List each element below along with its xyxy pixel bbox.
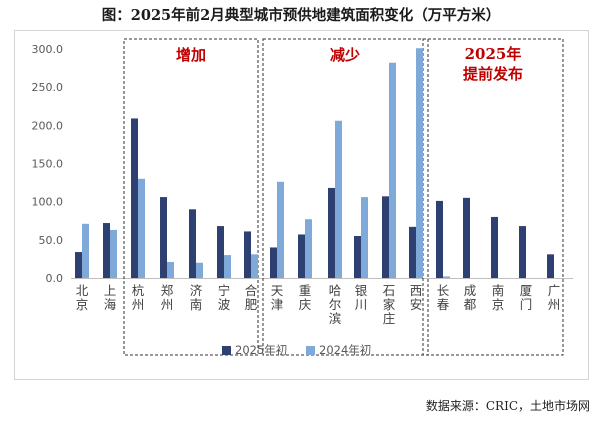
- bar-2024-10: [361, 197, 368, 278]
- bar-2024-8: [305, 219, 312, 278]
- group-box-1: [123, 38, 259, 356]
- x-tick-label: 成都: [464, 283, 477, 312]
- group-label-early-line1: 2025年: [465, 45, 522, 63]
- bar-2025-6: [244, 231, 251, 278]
- page-title: 图：2025年前2月典型城市预供地建筑面积变化（万平方米）: [101, 7, 501, 24]
- bar-2025-10: [354, 236, 361, 278]
- bar-2025-17: [547, 254, 554, 278]
- bar-2025-4: [189, 209, 196, 278]
- bar-2024-1: [110, 229, 117, 278]
- x-tick-label: 长春: [437, 283, 450, 312]
- y-tick-label: 200.0: [32, 119, 64, 132]
- x-tick-label: 南京: [492, 283, 505, 312]
- x-tick-label: 宁波: [218, 283, 231, 312]
- bar-2025-1: [103, 223, 110, 278]
- bar-2025-2: [131, 118, 138, 278]
- y-tick-label: 300.0: [32, 43, 64, 56]
- bar-2024-7: [277, 181, 284, 278]
- bar-2025-3: [160, 197, 167, 278]
- x-tick-label: 银川: [355, 283, 368, 312]
- legend-swatch-2025: [222, 346, 231, 355]
- x-tick-label: 西安: [410, 283, 423, 312]
- bar-2025-14: [463, 197, 470, 278]
- bar-2025-8: [298, 234, 305, 278]
- chart-frame: 0.0 50.0 100.0 150.0 200.0 250.0 300.0 增加 减少 2025…: [14, 30, 589, 380]
- bar-2025-7: [270, 247, 277, 278]
- bar-2025-12: [409, 226, 416, 278]
- bar-2024-2: [138, 178, 145, 278]
- bar-2025-0: [75, 252, 82, 278]
- x-tick-label: 天津: [271, 283, 284, 312]
- bar-2024-9: [335, 120, 342, 279]
- bar-2025-13: [436, 200, 443, 278]
- bar-2024-3: [167, 261, 174, 278]
- group-box-3: [422, 38, 564, 356]
- bar-2025-15: [491, 216, 498, 278]
- bar-2024-12: [416, 48, 423, 278]
- group-label-early-line2: 提前发布: [463, 65, 523, 83]
- x-tick-label: 郑州: [161, 283, 174, 312]
- x-tick-label: 石家庄: [383, 283, 396, 326]
- x-tick-label: 北京: [76, 283, 89, 312]
- y-tick-label: 100.0: [32, 196, 64, 209]
- x-tick-label: 哈尔滨: [329, 283, 342, 326]
- bar-2024-11: [389, 62, 396, 279]
- legend-swatch-2024: [306, 346, 315, 355]
- group-box-2: [262, 38, 429, 356]
- group-label-decrease: 减少: [330, 46, 360, 64]
- bar-2024-13: [443, 276, 450, 278]
- source-note: 数据来源：CRIC，土地市场网: [425, 399, 590, 413]
- x-tick-label: 上海: [104, 283, 117, 312]
- bar-2025-11: [382, 196, 389, 278]
- x-tick-label: 厦门: [520, 283, 533, 312]
- y-tick-label: 50.0: [39, 234, 64, 247]
- x-tick-label: 济南: [190, 283, 203, 312]
- bar-2024-4: [196, 262, 203, 278]
- bar-2025-9: [328, 187, 335, 278]
- y-tick-label: 0.0: [46, 272, 64, 285]
- bar-2024-6: [251, 254, 258, 278]
- x-tick-label: 广州: [548, 283, 561, 312]
- bar-2025-16: [519, 226, 526, 278]
- y-tick-label: 150.0: [32, 158, 64, 171]
- x-tick-label: 杭州: [132, 283, 145, 312]
- group-label-increase: 增加: [176, 46, 206, 64]
- legend-label-2025: 2025年初: [235, 343, 287, 357]
- legend-label-2024: 2024年初: [319, 343, 371, 357]
- x-tick-label: 重庆: [299, 283, 312, 312]
- chart: 0.0 50.0 100.0 150.0 200.0 250.0 300.0 增加 减少 2025…: [32, 38, 573, 357]
- y-tick-label: 250.0: [32, 81, 64, 94]
- bar-2024-0: [82, 223, 89, 278]
- bar-2024-5: [224, 255, 231, 278]
- x-tick-label: 合肥: [245, 283, 258, 312]
- bar-2025-5: [217, 226, 224, 278]
